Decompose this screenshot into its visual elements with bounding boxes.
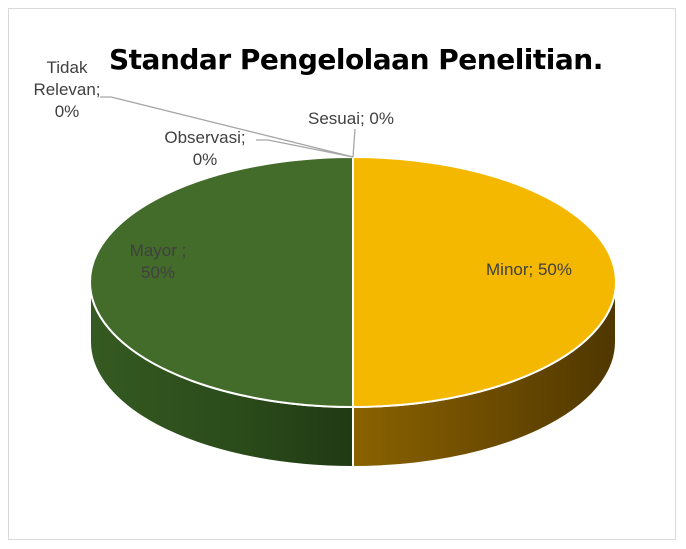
leader-line-observasi [256, 139, 354, 158]
leader-line-tidak-relevan [100, 96, 354, 158]
chart-title: Standar Pengelolaan Penelitian. [109, 43, 603, 76]
leader-line-sesuai [352, 128, 356, 158]
pie-slice-minor [352, 155, 617, 409]
data-label-mayor: Mayor ; 50% [130, 241, 187, 282]
pie-slice-mayor [89, 155, 354, 409]
data-label-minor: Minor; 50% [486, 260, 572, 279]
data-label-sesuai: Sesuai; 0% [308, 109, 394, 128]
data-label-observasi: Observasi; 0% [164, 128, 245, 169]
data-label-tidak-relevan: Tidak Relevan; 0% [33, 58, 100, 121]
